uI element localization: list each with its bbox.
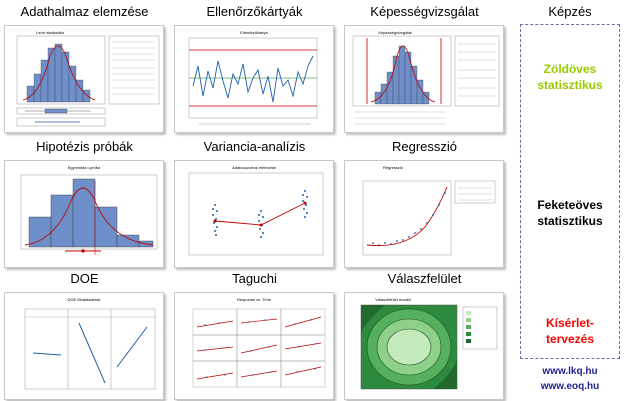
thumbnail-title: Válaszfelület modell xyxy=(375,297,411,302)
cell-title: DOE xyxy=(70,271,99,286)
cell-title: Hipotézis próbák xyxy=(36,139,133,154)
doe-training-label[interactable]: Kísérlet- tervezés xyxy=(521,315,619,347)
thumbnail-control-chart[interactable]: Ellenőrzőkártya xyxy=(174,25,334,133)
thumbnail-regression[interactable]: Regresszió xyxy=(344,160,504,268)
cell-title: Képességvizsgálat xyxy=(370,4,479,19)
thumbnail-title: Ellenőrzőkártya xyxy=(240,30,268,35)
thumbnail-capability[interactable]: Képességvizsgálat xyxy=(344,25,504,133)
thumbnail-title: Regresszió xyxy=(382,165,403,170)
thumbnail-title: Adatcsoportok elemzése xyxy=(232,165,276,170)
doe-training-line1: Kísérlet- xyxy=(545,316,595,330)
training-box: Zöldöves statisztikus Feketeöves statisz… xyxy=(520,24,620,359)
link-eoq[interactable]: www.eoq.hu xyxy=(540,381,600,392)
regression-graphic xyxy=(362,180,496,256)
thumbnail-title: Response vs. Time xyxy=(236,297,271,302)
histogram-summary-graphic xyxy=(16,35,160,127)
doe-training-line2: tervezés xyxy=(545,332,595,346)
black-belt-line1: Feketeöves xyxy=(537,198,603,212)
control-chart-graphic xyxy=(188,37,318,125)
taguchi-panel-graphic xyxy=(192,308,326,388)
cell-title: Variancia-analízis xyxy=(203,139,306,154)
thumbnail-title: Leíró statisztika xyxy=(36,30,64,35)
cell-title: Taguchi xyxy=(232,271,277,286)
anova-dotplot-graphic xyxy=(188,172,324,256)
cell-title: Adathalmaz elemzése xyxy=(20,4,149,19)
green-belt-line1: Zöldöves xyxy=(543,62,597,76)
contour-plot-graphic xyxy=(360,304,498,390)
green-belt-line2: statisztikus xyxy=(537,78,603,92)
doe-main-effects-graphic xyxy=(24,308,156,390)
thumbnail-descriptive[interactable]: Leíró statisztika xyxy=(4,25,164,133)
cell-title: Válaszfelület xyxy=(387,271,462,286)
t-test-histogram-graphic xyxy=(20,174,158,255)
thumbnail-response-surface[interactable]: Válaszfelület modell xyxy=(344,292,504,400)
link-lkq[interactable]: www.lkq.hu xyxy=(542,366,598,377)
capability-histogram-graphic xyxy=(352,35,500,125)
black-belt-label[interactable]: Feketeöves statisztikus xyxy=(521,197,619,229)
thumbnail-taguchi[interactable]: Response vs. Time xyxy=(174,292,334,400)
black-belt-line2: statisztikus xyxy=(537,214,603,228)
training-heading: Képzés xyxy=(548,4,592,19)
thumbnail-title: DOE főhatásábrák xyxy=(67,297,101,302)
thumbnail-title: Egymintás t-próba xyxy=(67,165,101,170)
thumbnail-doe[interactable]: DOE főhatásábrák xyxy=(4,292,164,400)
thumbnail-hypothesis[interactable]: Egymintás t-próba xyxy=(4,160,164,268)
cell-title: Ellenőrzőkártyák xyxy=(206,4,303,19)
thumbnail-anova[interactable]: Adatcsoportok elemzése xyxy=(174,160,334,268)
thumbnail-title: Képességvizsgálat xyxy=(378,30,412,35)
green-belt-label[interactable]: Zöldöves statisztikus xyxy=(521,61,619,93)
cell-title: Regresszió xyxy=(391,139,458,154)
